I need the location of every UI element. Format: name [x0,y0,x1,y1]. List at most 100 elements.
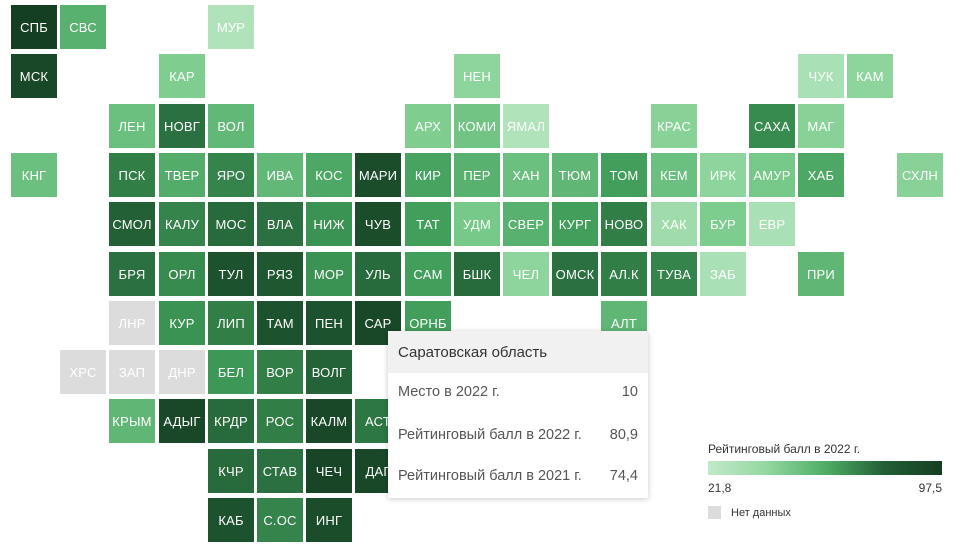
tooltip-title: Саратовская область [388,331,648,373]
region-tile[interactable]: САМ [405,252,451,296]
region-tile[interactable]: ЛНР [109,301,155,345]
region-tile[interactable]: ЯРО [208,153,254,197]
legend-no-data: Нет данных [708,506,942,519]
region-tile[interactable]: ЧУК [798,54,844,98]
region-tile[interactable]: КОС [306,153,352,197]
region-tile[interactable]: ТАМ [257,301,303,345]
region-tile[interactable]: КРАС [651,104,697,148]
region-tile[interactable]: ВОЛ [208,104,254,148]
region-tile[interactable]: БЕЛ [208,350,254,394]
region-tile[interactable]: ПЕН [306,301,352,345]
region-tile[interactable]: УДМ [454,202,500,246]
region-tile[interactable]: ПСК [109,153,155,197]
region-tile[interactable]: ВОР [257,350,303,394]
region-tile[interactable]: ВОЛГ [306,350,352,394]
region-tile[interactable]: МАРИ [355,153,401,197]
region-tile[interactable]: ИРК [700,153,746,197]
tooltip-row-value: 80,9 [609,427,638,443]
region-tile[interactable]: СМОЛ [109,202,155,246]
region-tile[interactable]: МОС [208,202,254,246]
tooltip-row-value: 74,4 [609,468,638,484]
region-tile[interactable]: ПЕР [454,153,500,197]
region-tile[interactable]: ТЮМ [552,153,598,197]
region-tile[interactable]: ЗАБ [700,252,746,296]
region-tile[interactable]: АМУР [749,153,795,197]
region-tile[interactable]: ЧЕЧ [306,449,352,493]
region-tile[interactable]: КУР [159,301,205,345]
region-tile[interactable]: ХРС [60,350,106,394]
region-tile[interactable]: МСК [11,54,57,98]
region-tile[interactable]: АЛ.К [601,252,647,296]
region-tile[interactable]: САХА [749,104,795,148]
region-tile[interactable]: ХАБ [798,153,844,197]
legend-max-label: 97,5 [918,481,942,495]
region-tile[interactable]: МОР [306,252,352,296]
region-tile[interactable]: СВЕР [503,202,549,246]
tooltip-row-value: 10 [621,384,638,400]
region-tile[interactable]: КЕМ [651,153,697,197]
region-tile[interactable]: СХЛН [897,153,943,197]
region-tile[interactable]: МУР [208,5,254,49]
region-tile[interactable]: ВЛА [257,202,303,246]
region-tile[interactable]: НЕН [454,54,500,98]
region-tile[interactable]: КАМ [847,54,893,98]
no-data-swatch [708,506,721,519]
region-tile[interactable]: ХАН [503,153,549,197]
region-tile[interactable]: ЗАП [109,350,155,394]
region-tile[interactable]: ЯМАЛ [503,104,549,148]
region-tile[interactable]: ПРИ [798,252,844,296]
region-tile[interactable]: КУРГ [552,202,598,246]
region-tile[interactable]: ХАК [651,202,697,246]
region-tile[interactable]: С.ОС [257,498,303,542]
legend-min-label: 21,8 [708,481,732,495]
region-tile[interactable]: ИВА [257,153,303,197]
region-tile[interactable]: ИНГ [306,498,352,542]
region-tile[interactable]: ЕВР [749,202,795,246]
region-tile[interactable]: ТАТ [405,202,451,246]
region-tile[interactable]: НОВО [601,202,647,246]
region-tile[interactable]: АРХ [405,104,451,148]
region-tooltip: Саратовская область Место в 2022 г. 10 Р… [388,331,648,498]
region-tile[interactable]: УЛЬ [355,252,401,296]
tooltip-row-label: Рейтинговый балл в 2021 г. [398,468,582,484]
region-tile[interactable]: ЛЕН [109,104,155,148]
region-tile[interactable]: ДНР [159,350,205,394]
region-tile[interactable]: КАР [159,54,205,98]
region-tile[interactable]: МАГ [798,104,844,148]
region-tile[interactable]: ТУЛ [208,252,254,296]
region-tile[interactable]: ЧЕЛ [503,252,549,296]
region-tile[interactable]: БУР [700,202,746,246]
region-tile[interactable]: КОМИ [454,104,500,148]
region-tile[interactable]: КНГ [11,153,57,197]
region-tile[interactable]: ТОМ [601,153,647,197]
region-tile[interactable]: КАБ [208,498,254,542]
region-tile[interactable]: КАЛМ [306,399,352,443]
region-tile[interactable]: СВС [60,5,106,49]
region-tile[interactable]: НИЖ [306,202,352,246]
region-tile[interactable]: ОМСК [552,252,598,296]
tooltip-row-label: Место в 2022 г. [398,384,500,400]
region-tile[interactable]: ОРЛ [159,252,205,296]
region-tile[interactable]: ЧУВ [355,202,401,246]
region-tile[interactable]: КЧР [208,449,254,493]
region-tile[interactable]: НОВГ [159,104,205,148]
region-tile[interactable]: СПБ [11,5,57,49]
region-tile[interactable]: КРДР [208,399,254,443]
legend-title: Рейтинговый балл в 2022 г. [708,442,861,456]
region-tile[interactable]: АДЫГ [159,399,205,443]
region-tile[interactable]: ТУВА [651,252,697,296]
tooltip-row-score-2022: Рейтинговый балл в 2022 г. 80,9 [398,427,638,443]
region-tile[interactable]: БРЯ [109,252,155,296]
region-tile[interactable]: КАЛУ [159,202,205,246]
region-tile[interactable]: СТАВ [257,449,303,493]
region-tile[interactable]: КИР [405,153,451,197]
region-tile[interactable]: КРЫМ [109,399,155,443]
tooltip-row-rank: Место в 2022 г. 10 [398,384,638,400]
region-tile[interactable]: ЛИП [208,301,254,345]
region-tile[interactable]: РОС [257,399,303,443]
legend-ticks: 21,8 97,5 [708,481,942,495]
region-tile[interactable]: БШК [454,252,500,296]
region-tile[interactable]: РЯЗ [257,252,303,296]
region-tile[interactable]: ТВЕР [159,153,205,197]
color-legend: Рейтинговый балл в 2022 г. 21,8 97,5 Нет… [708,442,942,519]
